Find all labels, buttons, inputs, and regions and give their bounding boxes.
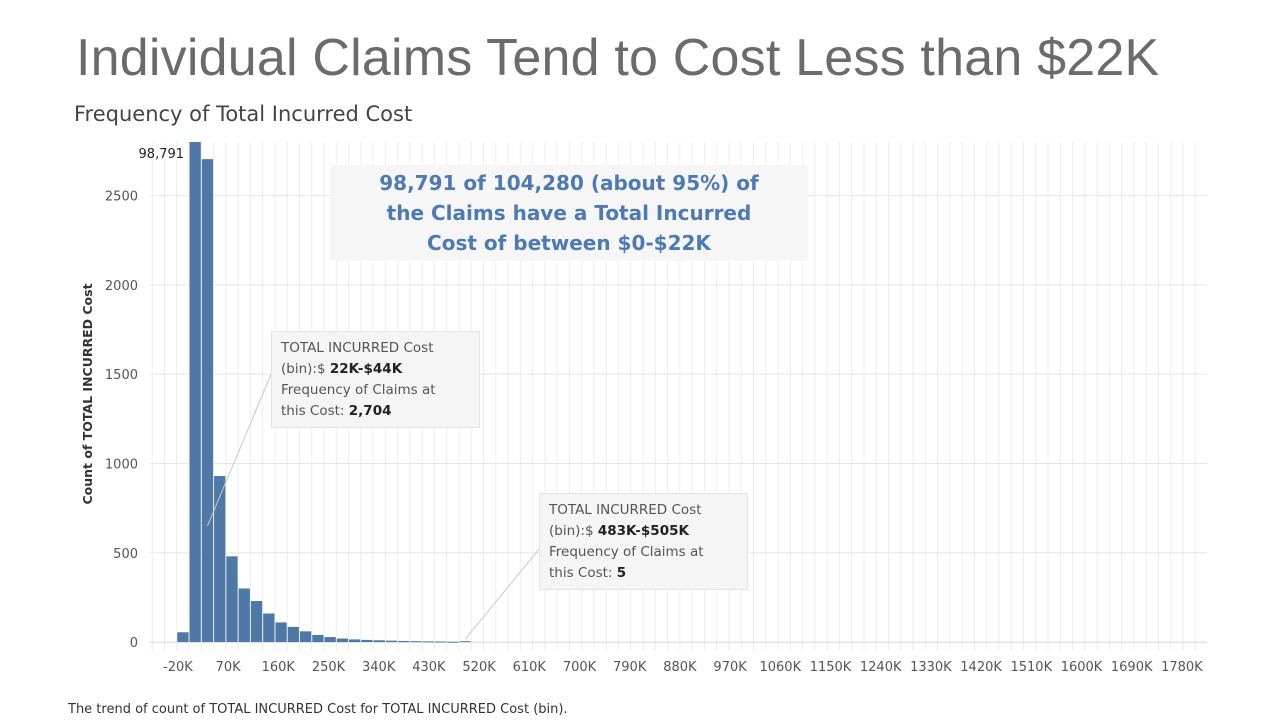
callout-line3: Frequency of Claims at [549, 544, 704, 560]
x-tick-label: 1600K [1061, 660, 1103, 675]
histogram-bar [422, 641, 434, 643]
y-axis-title: Count of TOTAL INCURRED Cost [80, 283, 95, 504]
callout-line2: (bin):$ 483K-$505K [549, 523, 689, 539]
y-tick-label: 1000 [105, 457, 138, 472]
callout-line3: Frequency of Claims at [281, 382, 436, 398]
histogram-bar [299, 631, 312, 643]
x-tick-label: 520K [462, 660, 496, 675]
histogram-bar [336, 638, 349, 643]
histogram-bar [459, 641, 471, 643]
x-tick-label: 1780K [1161, 660, 1203, 675]
bar-data-label: 98,791 [139, 147, 185, 162]
histogram-bar [238, 588, 250, 643]
footer-note: The trend of count of TOTAL INCURRED Cos… [68, 702, 568, 717]
x-tick-label: 610K [513, 660, 547, 675]
x-tick-label: 1330K [910, 660, 952, 675]
leader-layer [206, 371, 541, 640]
x-tick-label: 700K [563, 660, 597, 675]
histogram-bar [275, 622, 287, 643]
callout-line4: this Cost: 2,704 [281, 403, 392, 419]
callout-line1: TOTAL INCURRED Cost [281, 340, 434, 356]
x-tick-label: 340K [362, 660, 396, 675]
histogram-bar [287, 626, 299, 643]
histogram-bar [324, 637, 336, 643]
x-tick-label: -20K [163, 660, 193, 675]
callout-leader [464, 547, 541, 640]
histogram-bar [214, 475, 226, 643]
histogram-bar [177, 632, 189, 643]
x-tick-label: 1150K [810, 660, 852, 675]
y-tick-label: 2500 [105, 190, 138, 205]
x-tick-label: 160K [262, 660, 296, 675]
x-tick-label: 250K [312, 660, 346, 675]
x-tick-label: 1510K [1010, 660, 1052, 675]
x-tick-label: 970K [713, 660, 747, 675]
x-tick-label: 1240K [860, 660, 902, 675]
x-tick-label: 880K [663, 660, 697, 675]
histogram-bar [361, 639, 373, 643]
x-tick-label: 1420K [960, 660, 1002, 675]
callout-line2: (bin):$ 22K-$44K [281, 361, 403, 377]
y-tick-label: 0 [130, 636, 138, 651]
callout-22k-44k: TOTAL INCURRED Cost (bin):$ 22K-$44K Fre… [271, 331, 480, 428]
x-tick-label: 1060K [759, 660, 801, 675]
histogram-bar [250, 600, 263, 643]
x-tick-label: 790K [613, 660, 647, 675]
axis-layer: 98,791 0 500 1000 1500 2000 2500 -20K 70K 160K 250… [80, 147, 1203, 675]
headline-annotation: 98,791 of 104,280 (about 95%) of the Cla… [330, 165, 808, 261]
histogram-bar [447, 641, 459, 643]
callout-count: 5 [616, 565, 627, 581]
histogram-bar [410, 641, 422, 643]
histogram-bar [349, 639, 361, 643]
histogram-bar [189, 142, 201, 643]
histogram-bar [226, 556, 238, 643]
histogram-bar [263, 613, 275, 643]
callout-bin: 483K-$505K [597, 523, 689, 539]
callout-leader [206, 371, 273, 527]
slide-title: Individual Claims Tend to Cost Less than… [76, 29, 1160, 87]
callout-bin: 22K-$44K [329, 361, 403, 377]
callout-line4: this Cost: 5 [549, 565, 627, 581]
histogram-bar [373, 640, 385, 643]
histogram-bar [312, 634, 324, 643]
y-tick-label: 1500 [105, 368, 138, 383]
x-tick-label: 1690K [1111, 660, 1153, 675]
x-tick-label: 430K [412, 660, 446, 675]
callout-483k-505k: TOTAL INCURRED Cost (bin):$ 483K-$505K F… [539, 493, 748, 590]
y-tick-label: 500 [113, 547, 138, 562]
x-tick-label: 70K [216, 660, 242, 675]
histogram-bar [385, 640, 398, 643]
y-tick-label: 2000 [105, 279, 138, 294]
histogram-bar [201, 159, 214, 643]
bars-layer [177, 142, 471, 643]
callout-count: 2,704 [348, 403, 392, 419]
histogram-bar [434, 641, 447, 643]
histogram-bar [398, 640, 410, 643]
chart-title: Frequency of Total Incurred Cost [74, 102, 413, 126]
callout-line1: TOTAL INCURRED Cost [549, 502, 702, 518]
